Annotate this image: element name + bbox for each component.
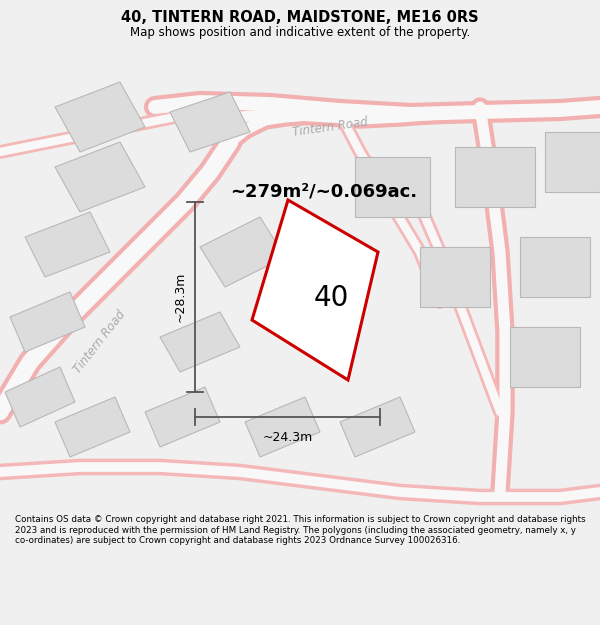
Polygon shape [340,397,415,457]
Polygon shape [200,217,285,287]
Text: Map shows position and indicative extent of the property.: Map shows position and indicative extent… [130,26,470,39]
Polygon shape [5,367,75,427]
Polygon shape [455,147,535,207]
Polygon shape [160,312,240,372]
Polygon shape [55,142,145,212]
Polygon shape [520,237,590,297]
Polygon shape [252,200,378,380]
Polygon shape [510,327,580,387]
Text: Tintern Road: Tintern Road [292,115,368,139]
Text: ~24.3m: ~24.3m [262,431,313,444]
Polygon shape [55,397,130,457]
Polygon shape [355,157,430,217]
Polygon shape [170,92,250,152]
Text: Tintern Road: Tintern Road [71,308,128,376]
Polygon shape [145,387,220,447]
Polygon shape [55,82,145,152]
Text: Contains OS data © Crown copyright and database right 2021. This information is : Contains OS data © Crown copyright and d… [15,516,586,545]
Polygon shape [25,212,110,277]
Text: 40, TINTERN ROAD, MAIDSTONE, ME16 0RS: 40, TINTERN ROAD, MAIDSTONE, ME16 0RS [121,11,479,26]
Polygon shape [10,292,85,352]
Polygon shape [245,397,320,457]
Text: 40: 40 [314,284,349,312]
Polygon shape [420,247,490,307]
Polygon shape [545,132,600,192]
Text: ~279m²/~0.069ac.: ~279m²/~0.069ac. [230,182,417,200]
Text: ~28.3m: ~28.3m [174,272,187,322]
